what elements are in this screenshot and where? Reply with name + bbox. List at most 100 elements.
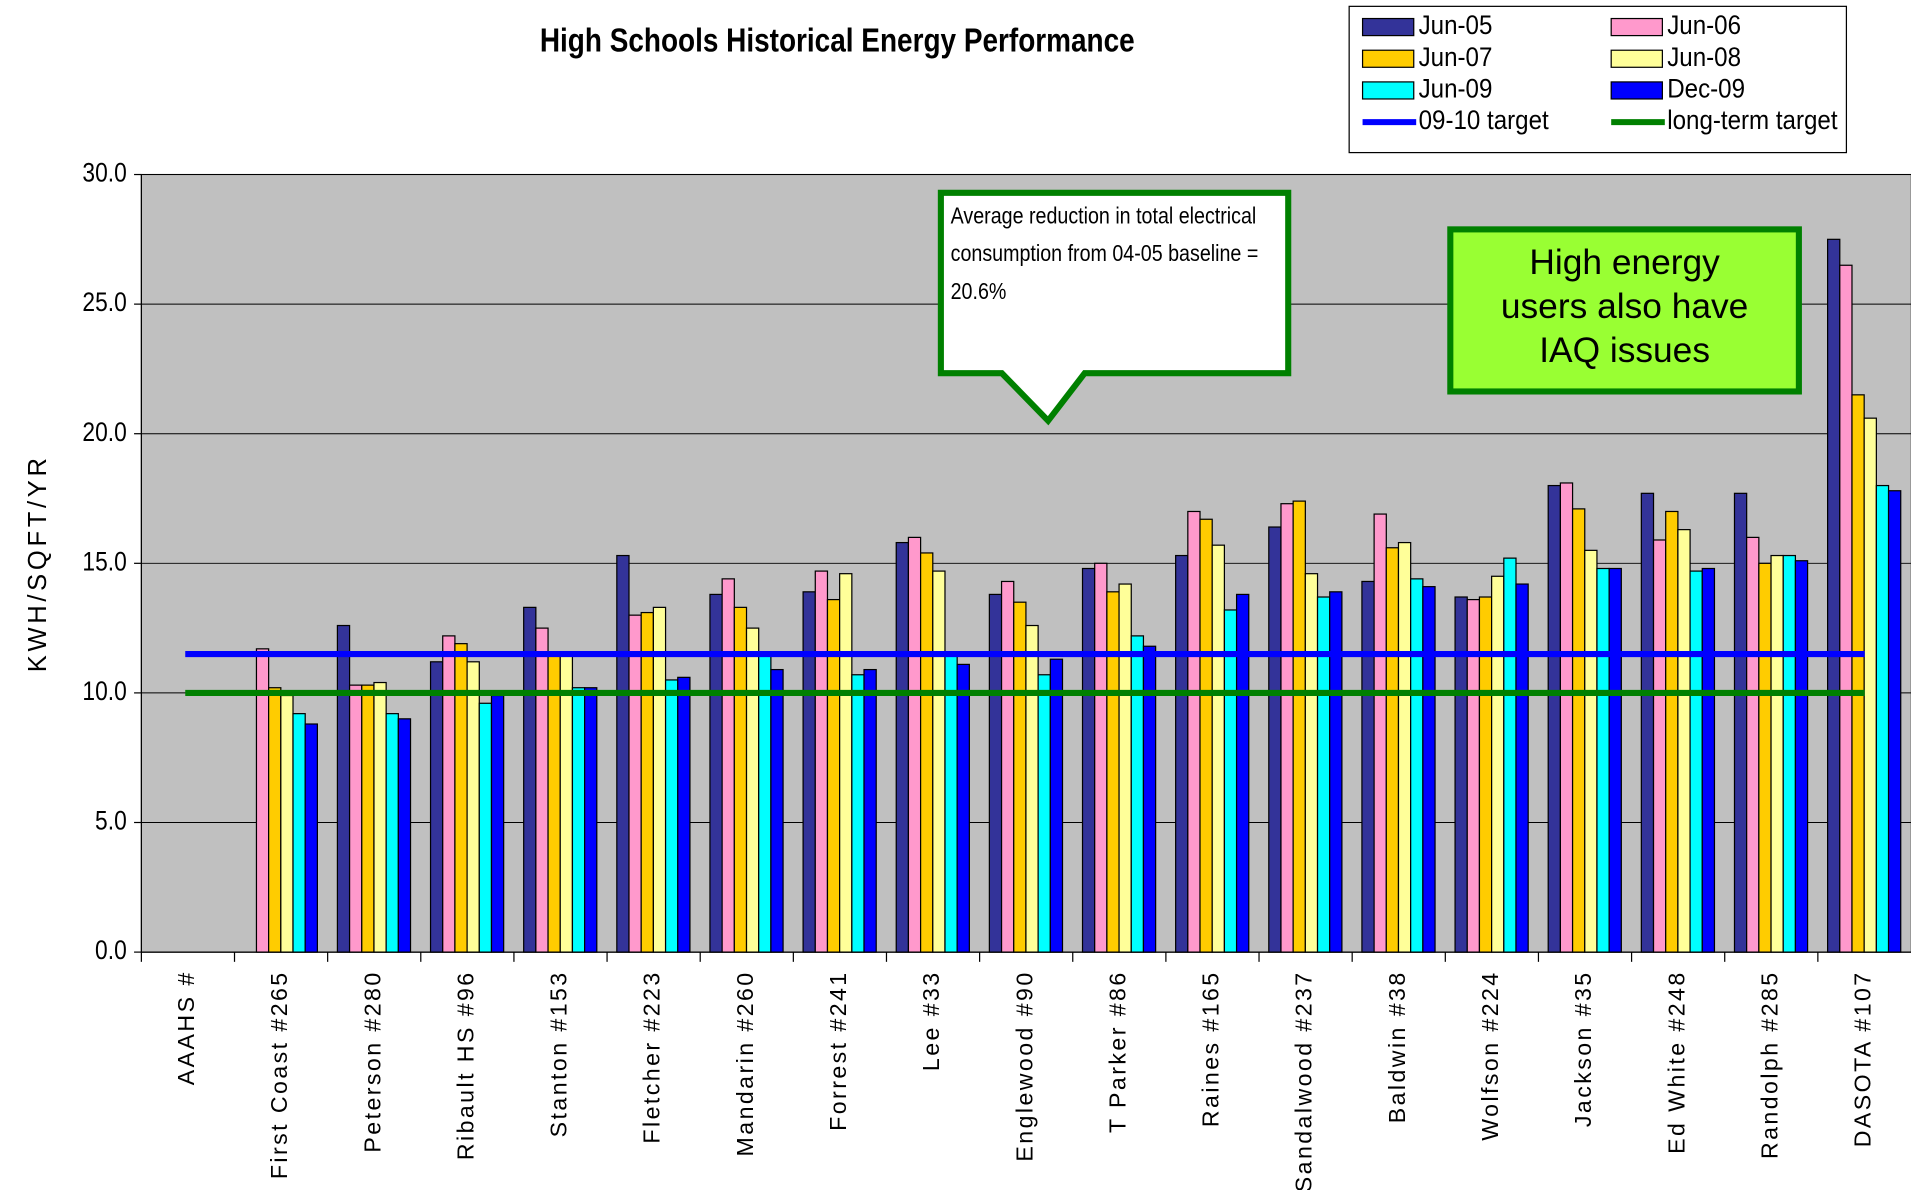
bar xyxy=(1199,518,1213,953)
bar xyxy=(677,676,691,953)
y-axis-label: KWH/SQFT/YR xyxy=(24,454,52,672)
bar xyxy=(1875,484,1890,953)
bar xyxy=(1887,490,1902,953)
bar xyxy=(839,573,853,953)
bar xyxy=(1175,554,1189,953)
y-tick-label: 20.0 xyxy=(82,417,126,447)
bar xyxy=(1025,624,1039,953)
bar xyxy=(490,694,505,953)
bar xyxy=(733,606,748,953)
legend-swatch xyxy=(1361,49,1415,68)
bar xyxy=(863,668,877,953)
legend-label: Jun-09 xyxy=(1419,74,1493,103)
bar xyxy=(1746,536,1760,953)
bar xyxy=(1758,562,1772,953)
legend-box xyxy=(1348,5,1848,154)
bar xyxy=(1608,567,1622,953)
bar xyxy=(336,624,351,953)
bar xyxy=(1037,674,1051,953)
bar xyxy=(280,694,294,953)
bar xyxy=(1584,549,1598,953)
bar xyxy=(1677,529,1691,953)
bar xyxy=(1454,596,1468,953)
bar xyxy=(1770,554,1784,953)
bar xyxy=(1733,492,1748,953)
bar xyxy=(1235,593,1250,953)
bar xyxy=(571,687,586,953)
bar xyxy=(348,684,363,953)
bar xyxy=(1094,562,1108,953)
bar xyxy=(1106,591,1120,953)
bar xyxy=(361,684,375,953)
x-tick-label: First Coast #265 xyxy=(266,970,292,1179)
bar xyxy=(1478,596,1493,953)
bar xyxy=(851,674,865,953)
legend-label: Dec-09 xyxy=(1667,74,1745,103)
legend-label: long-term target xyxy=(1667,106,1837,135)
y-tick-label: 15.0 xyxy=(82,547,126,577)
bar xyxy=(1640,492,1655,953)
bar xyxy=(373,681,387,953)
x-tick-label: Forrest #241 xyxy=(825,970,851,1130)
bar xyxy=(956,663,970,953)
legend-swatch xyxy=(1361,17,1415,37)
y-tick-label: 25.0 xyxy=(82,288,126,318)
callout-text: Average reduction in total electrical xyxy=(951,203,1257,229)
bar xyxy=(944,653,958,953)
x-tick-label: Fletcher #223 xyxy=(639,970,665,1143)
x-tick-label: Wolfson #224 xyxy=(1477,970,1503,1140)
bar xyxy=(304,723,318,953)
bar xyxy=(640,611,654,953)
x-tick-label: Ribault HS #96 xyxy=(452,970,478,1160)
legend-label: Jun-07 xyxy=(1419,43,1493,72)
x-tick-label: AAAHS # xyxy=(173,970,199,1085)
bar xyxy=(1142,645,1157,953)
legend-label: Jun-05 xyxy=(1419,11,1493,40)
x-tick-label: Sandalwood #237 xyxy=(1291,970,1317,1190)
bar xyxy=(1329,591,1343,953)
bar xyxy=(709,593,723,953)
bar xyxy=(1410,578,1424,953)
y-tick-label: 30.0 xyxy=(82,158,126,188)
legend-label: 09-10 target xyxy=(1419,106,1549,135)
bar xyxy=(932,570,946,953)
bar xyxy=(1385,547,1400,953)
note-box xyxy=(1447,226,1802,395)
bar xyxy=(385,713,399,953)
bar xyxy=(523,606,537,953)
legend-swatch xyxy=(1610,81,1663,100)
bar xyxy=(1794,560,1809,953)
bar xyxy=(745,627,760,953)
bar xyxy=(1839,264,1853,953)
callout-box xyxy=(937,189,1292,426)
x-tick-label: Raines #165 xyxy=(1198,970,1224,1127)
bar xyxy=(442,635,456,953)
note-text: High energy xyxy=(1529,243,1720,282)
legend-swatch xyxy=(1361,81,1415,100)
legend-swatch xyxy=(1610,49,1663,68)
legend-label: Jun-06 xyxy=(1667,11,1741,40)
bar xyxy=(988,593,1003,953)
x-tick-label: Englewood #90 xyxy=(1011,970,1037,1161)
bar xyxy=(919,552,934,953)
bar xyxy=(268,687,282,953)
x-tick-label: Lee #33 xyxy=(918,970,944,1071)
bar xyxy=(1422,586,1436,953)
bar xyxy=(1701,567,1716,953)
bar xyxy=(1268,526,1282,953)
x-tick-label: Stanton #153 xyxy=(546,970,572,1137)
y-tick-label: 0.0 xyxy=(95,935,127,965)
bar xyxy=(814,570,829,953)
bar xyxy=(1081,567,1096,953)
bar xyxy=(547,653,561,953)
bar xyxy=(1491,575,1505,953)
x-tick-label: Mandarin #260 xyxy=(732,970,758,1156)
bar xyxy=(429,661,444,953)
bar xyxy=(292,713,306,953)
bar xyxy=(1851,394,1865,953)
bar xyxy=(1280,503,1294,953)
bar xyxy=(1547,484,1561,953)
bar xyxy=(397,718,412,953)
bar xyxy=(1652,539,1667,953)
